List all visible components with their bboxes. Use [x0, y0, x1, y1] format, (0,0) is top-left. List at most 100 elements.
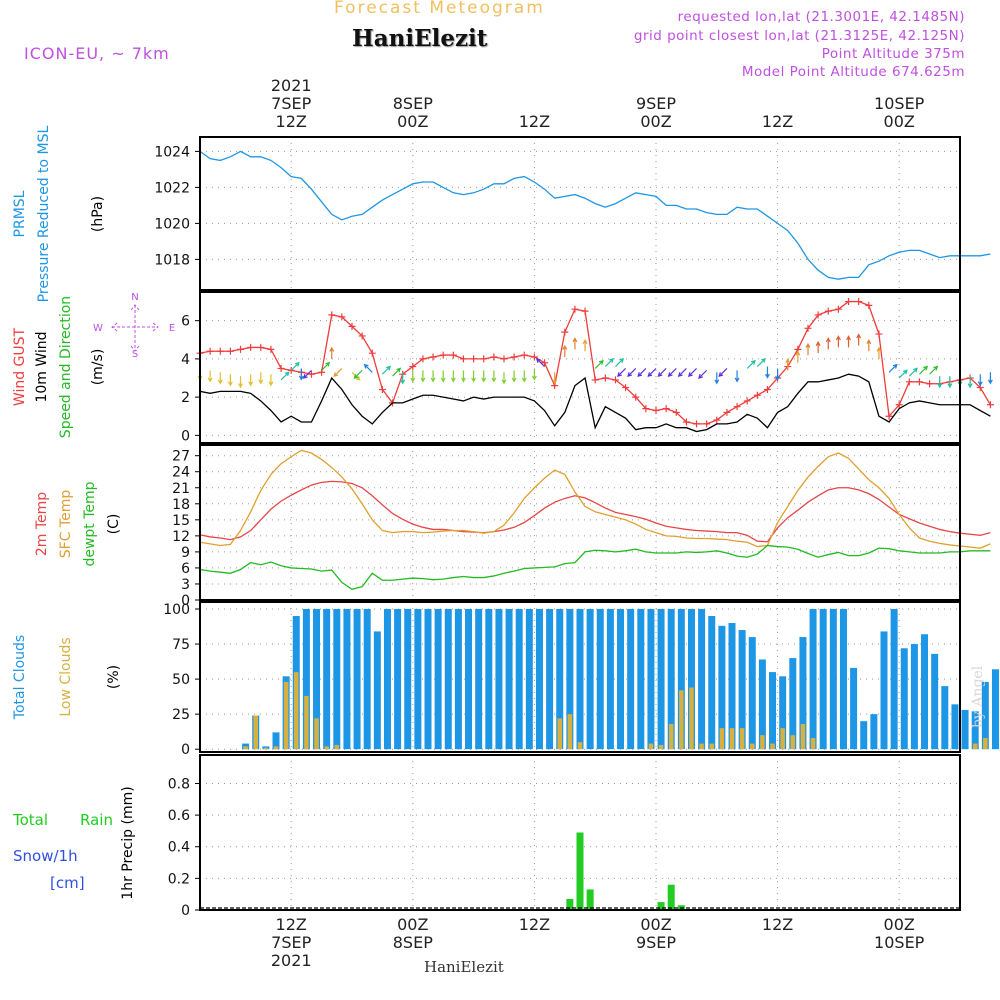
- wind-direction-arrow: [765, 366, 770, 379]
- wind-gust-marker: [368, 349, 376, 357]
- clouds-bar-primary: [333, 609, 341, 750]
- bottom-time-label: 12Z: [519, 915, 550, 934]
- clouds-bar-primary: [535, 609, 543, 750]
- wind-direction-arrow: [734, 370, 740, 383]
- wind-gust-marker: [216, 347, 224, 355]
- top-time-label: 9SEP: [636, 94, 676, 113]
- precip-unit-label: 1hr Precip (mm): [120, 786, 136, 899]
- requested-coords: requested lon,lat (21.3001E, 42.1485N): [677, 9, 965, 25]
- clouds-bar-secondary: [810, 737, 816, 750]
- wind-gust-marker: [743, 397, 751, 405]
- wind-direction-arrow: [746, 359, 756, 369]
- bottom-time-label: 10SEP: [874, 933, 925, 952]
- bottom-time-label: 7SEP: [271, 933, 311, 952]
- wind-gust-marker: [237, 345, 245, 353]
- wind-direction-arrow: [582, 339, 588, 352]
- wind-ytick-label: 0: [181, 428, 190, 444]
- point-altitude: Point Altitude 375m: [821, 46, 965, 62]
- clouds-bar-secondary: [790, 735, 796, 750]
- wind-unit-label: (m/s): [90, 349, 106, 386]
- compass-rose-icon: [111, 304, 159, 352]
- wind-direction-arrow: [392, 367, 402, 377]
- wind-gust-marker: [824, 307, 832, 315]
- clouds-bar-secondary: [729, 728, 735, 750]
- wind-gust-marker: [682, 418, 690, 426]
- clouds-bar-primary: [981, 681, 989, 750]
- wind-direction-arrow: [420, 370, 426, 383]
- precip-rain-label: Rain: [80, 811, 113, 829]
- clouds-bar-primary: [769, 672, 777, 750]
- clouds-bar-primary: [647, 609, 655, 750]
- wind-direction-arrow: [207, 370, 213, 383]
- clouds-bar-secondary: [739, 728, 745, 750]
- wind-gust-marker: [693, 420, 701, 428]
- wind-gust-marker: [865, 301, 873, 309]
- wind-gust-marker: [814, 311, 822, 319]
- wind-gust-marker: [277, 364, 285, 372]
- pressure-frame: [199, 136, 961, 291]
- clouds-bar-secondary: [283, 681, 289, 750]
- wind-gust-marker: [206, 347, 214, 355]
- clouds-bar-secondary: [760, 735, 765, 750]
- panel-temperature: [195, 444, 991, 601]
- wind-direction-arrow: [615, 357, 625, 367]
- temperature-ytick-label: 12: [172, 529, 190, 545]
- top-time-label: 8SEP: [393, 94, 433, 113]
- wind-direction-arrow: [363, 363, 373, 373]
- panel-pressure: [195, 136, 991, 291]
- wind-direction-arrow: [604, 357, 614, 367]
- wind-direction-arrow: [238, 376, 243, 389]
- top-time-label: 7SEP: [271, 94, 311, 113]
- clouds-bar-primary: [880, 631, 888, 750]
- precip-bar-primary: [667, 884, 675, 910]
- wind-direction-arrow: [846, 335, 851, 348]
- wind-ytick-label: 2: [181, 390, 190, 406]
- temperature-ytick-label: 6: [181, 561, 190, 577]
- bottom-time-label: 8SEP: [393, 933, 433, 952]
- wind-gust-marker: [459, 355, 467, 363]
- compass-e: E: [169, 323, 175, 334]
- wind-gust-marker: [439, 351, 447, 359]
- watermark-text: by Angel: [970, 665, 986, 728]
- clouds-bar-secondary: [567, 714, 573, 750]
- wind-gust-marker: [632, 393, 640, 401]
- wind-direction-arrow: [617, 368, 627, 378]
- precip-ytick-label: 0.4: [168, 840, 190, 856]
- clouds-bar-secondary: [719, 728, 725, 750]
- clouds-bar-primary: [302, 609, 310, 750]
- wind-direction-arrow: [258, 372, 264, 385]
- clouds-bar-secondary: [689, 687, 694, 750]
- wind-direction-arrow: [248, 374, 254, 387]
- clouds-bar-primary: [819, 609, 827, 750]
- clouds-bar-secondary: [273, 746, 279, 750]
- wind-direction-arrow: [815, 340, 821, 354]
- panel-wind: [195, 291, 994, 444]
- wind-gust-marker: [561, 328, 569, 336]
- wind-direction-arrow: [440, 370, 446, 383]
- total-clouds-label: Total Clouds: [12, 635, 28, 720]
- wind-direction-arrow: [657, 368, 667, 378]
- clouds-bar-secondary: [294, 672, 299, 750]
- clouds-ytick-label: 100: [163, 602, 190, 618]
- wind-gust-marker: [662, 405, 670, 413]
- wind-gust-marker: [804, 324, 812, 332]
- wind-gust-marker: [419, 355, 427, 363]
- top-time-label: 2021: [271, 76, 312, 95]
- forecast-meteogram-title: Forecast Meteogram: [334, 0, 545, 18]
- wind-gust-marker: [226, 347, 234, 355]
- wind-gust-marker: [763, 385, 771, 393]
- clouds-bar-primary: [961, 709, 969, 750]
- bottom-time-label: 12Z: [276, 915, 307, 934]
- wind-gust-marker: [591, 376, 599, 384]
- wind-gust-marker: [449, 351, 457, 359]
- wind-gust-marker: [358, 332, 366, 340]
- temperature-ytick-label: 3: [181, 577, 190, 593]
- wind-direction-arrow: [908, 367, 918, 377]
- wind-gust-marker: [753, 391, 761, 399]
- wind-direction-arrow: [410, 370, 416, 383]
- wind-direction-arrow: [353, 369, 363, 379]
- wind-gust-marker: [611, 376, 619, 384]
- clouds-bar-primary: [313, 609, 321, 750]
- wind-gust-marker: [500, 355, 508, 363]
